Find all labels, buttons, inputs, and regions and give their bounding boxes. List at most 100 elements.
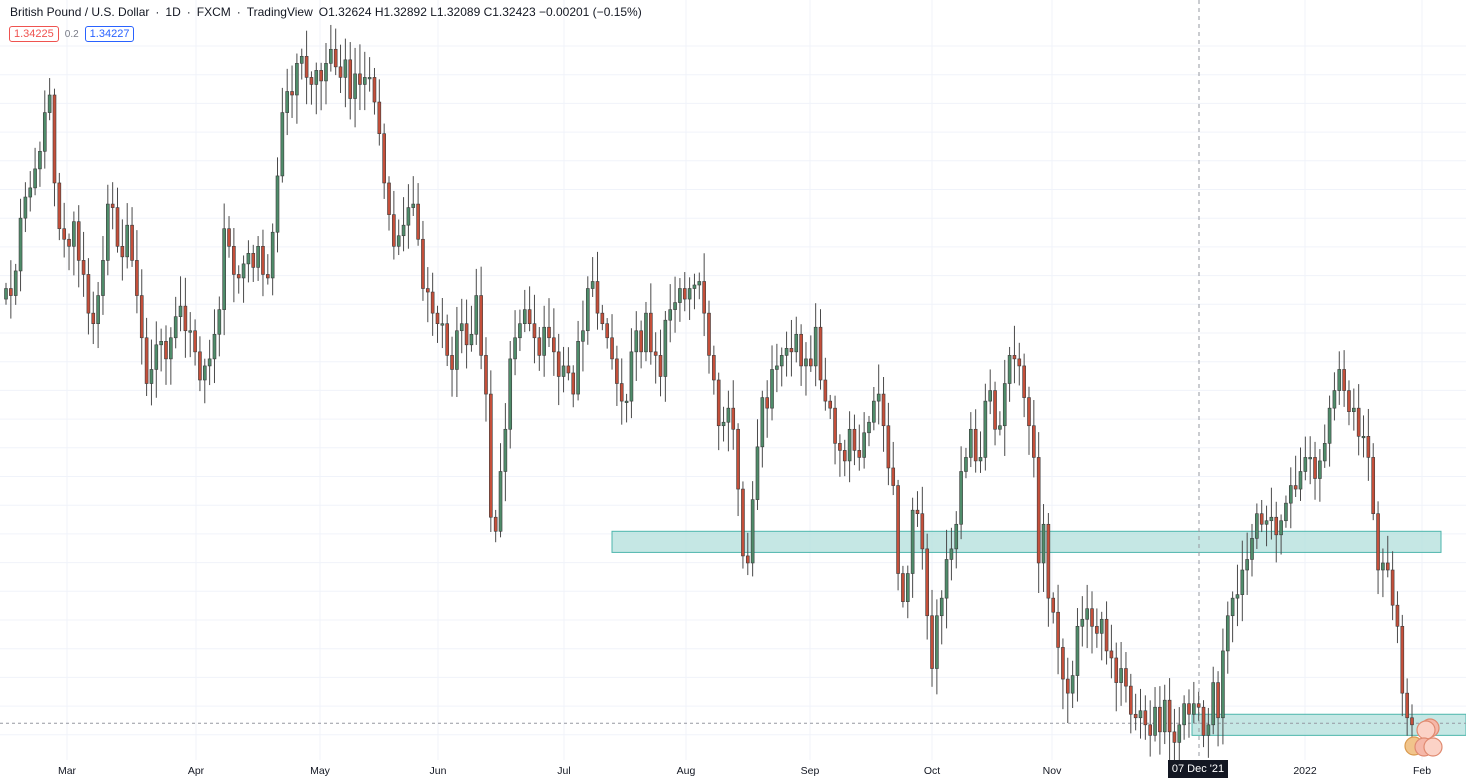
candle-body xyxy=(319,70,323,82)
candle-body xyxy=(1381,562,1385,571)
candle-body xyxy=(86,274,91,314)
candle-body xyxy=(52,94,57,184)
candle-body xyxy=(28,187,33,198)
candle-body xyxy=(1099,618,1104,634)
candle-body xyxy=(1216,682,1220,719)
candle-body xyxy=(852,428,857,451)
candle-body xyxy=(280,112,285,177)
candle-body xyxy=(653,351,658,356)
candle-body xyxy=(445,323,449,356)
candle-body xyxy=(1288,485,1293,504)
candle-body xyxy=(290,91,294,96)
candle-body xyxy=(881,393,886,427)
buy-button[interactable]: 1.34227 xyxy=(84,26,135,42)
candle-body xyxy=(712,355,716,381)
x-tick-label: Mar xyxy=(58,765,77,777)
candle-body xyxy=(416,203,420,240)
candle-body xyxy=(1027,397,1031,427)
candle-body xyxy=(770,369,774,409)
candle-body xyxy=(1255,513,1259,539)
candle-body xyxy=(367,77,372,80)
candle-body xyxy=(382,133,386,184)
candle-body xyxy=(241,263,246,279)
candle-body xyxy=(329,48,333,64)
candle-body xyxy=(1274,516,1279,536)
candle-body xyxy=(1390,569,1395,606)
candle-body xyxy=(474,295,479,335)
candle-body xyxy=(925,548,929,617)
candle-body xyxy=(915,509,920,515)
candle-body xyxy=(198,351,202,381)
x-tick-label: Nov xyxy=(1043,765,1062,777)
candle-body xyxy=(876,393,881,402)
candle-body xyxy=(435,312,440,325)
candle-body xyxy=(1162,699,1167,733)
candle-body xyxy=(629,351,634,402)
candle-body xyxy=(1085,608,1089,620)
candle-body xyxy=(1221,650,1225,719)
candle-body xyxy=(624,400,629,403)
candle-body xyxy=(154,344,159,370)
candle-body xyxy=(605,323,609,339)
candle-body xyxy=(72,221,76,247)
support-resistance-zones xyxy=(611,530,1466,736)
candle-body xyxy=(236,274,241,279)
candle-body xyxy=(663,319,668,377)
candle-body xyxy=(164,340,168,360)
candle-body xyxy=(1410,717,1414,726)
candle-body xyxy=(1240,569,1245,595)
candle-body xyxy=(135,260,139,296)
candle-body xyxy=(362,77,367,85)
candle-body xyxy=(1376,513,1380,571)
candle-body xyxy=(1007,355,1012,384)
candle-body xyxy=(949,548,954,560)
candle-body xyxy=(707,312,711,356)
candle-body xyxy=(1293,485,1298,490)
candle-body xyxy=(1318,460,1322,479)
candle-body xyxy=(823,379,828,402)
candle-body xyxy=(697,281,702,286)
candle-body xyxy=(760,397,765,448)
candle-body xyxy=(1303,457,1308,472)
candle-body xyxy=(750,499,755,564)
candle-body xyxy=(818,326,823,381)
candle-body xyxy=(1104,618,1109,652)
candle-body xyxy=(1196,703,1201,708)
symbol-name[interactable]: British Pound / U.S. Dollar xyxy=(10,5,150,19)
candle-body xyxy=(542,326,546,356)
candle-body xyxy=(23,196,28,219)
candle-body xyxy=(464,323,469,346)
economic-events-icon[interactable] xyxy=(1400,718,1446,758)
candle-body xyxy=(789,348,794,353)
candle-body xyxy=(333,48,338,68)
candle-body xyxy=(110,203,115,208)
candle-body xyxy=(935,615,939,669)
candle-body xyxy=(33,168,37,189)
candle-body xyxy=(275,175,280,233)
sell-button[interactable]: 1.34225 xyxy=(9,26,59,42)
interval[interactable]: 1D xyxy=(165,5,181,19)
candle-body xyxy=(503,428,508,472)
candle-body xyxy=(964,457,968,472)
candle-body xyxy=(862,432,866,458)
x-tick-label: Aug xyxy=(677,765,696,777)
candle-body xyxy=(372,77,377,103)
candle-body xyxy=(794,333,799,353)
candle-body xyxy=(1158,706,1162,733)
chart-grid xyxy=(0,0,1466,760)
candle-body xyxy=(469,333,474,346)
candle-body xyxy=(842,450,847,462)
candle-body xyxy=(556,351,561,377)
candle-body xyxy=(47,94,52,113)
candle-body xyxy=(1206,724,1211,736)
candle-body xyxy=(905,573,910,602)
candle-body xyxy=(755,446,760,500)
candle-body xyxy=(406,207,411,226)
candle-body xyxy=(1182,703,1186,726)
candle-body xyxy=(682,288,687,300)
candle-body xyxy=(353,73,357,99)
candle-body xyxy=(644,312,648,353)
candle-body xyxy=(1017,358,1022,367)
candle-body xyxy=(1022,365,1026,398)
